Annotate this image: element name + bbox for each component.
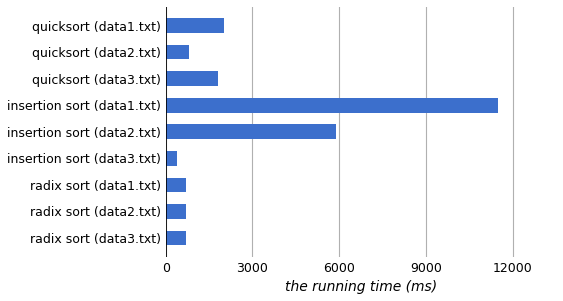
Bar [166,125,336,139]
Bar [166,71,218,86]
Bar [166,151,177,166]
Bar [166,204,186,219]
Bar [166,45,189,59]
Bar [166,231,186,245]
X-axis label: the running time (ms): the running time (ms) [285,280,437,294]
Bar [166,98,498,113]
Bar [166,178,186,192]
Bar [166,18,224,33]
